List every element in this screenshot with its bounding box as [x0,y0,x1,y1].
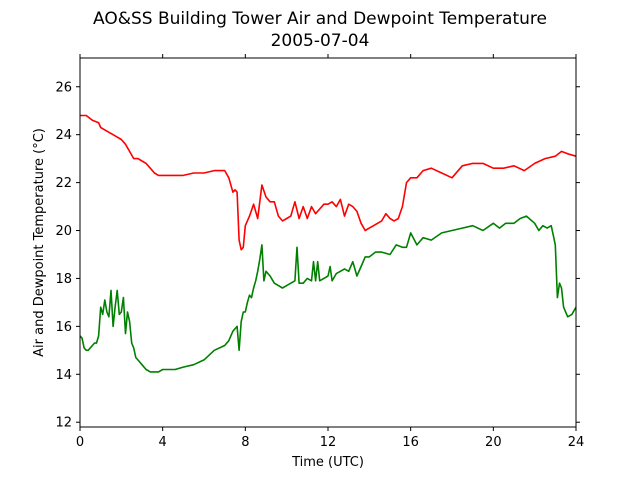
chart-title: AO&SS Building Tower Air and Dewpoint Te… [93,9,547,29]
x-tick-label: 24 [568,435,585,450]
y-tick-label: 14 [55,368,72,383]
x-tick-label: 16 [402,435,419,450]
y-tick-label: 24 [55,128,72,143]
y-tick-label: 16 [55,320,72,335]
x-tick-label: 8 [241,435,249,450]
air-temperature-line [80,114,577,251]
x-tick-label: 4 [159,435,167,450]
x-axis-label: Time (UTC) [291,455,364,470]
x-tick-label: 20 [485,435,502,450]
y-tick-label: 20 [55,224,72,239]
y-tick-label: 12 [55,416,72,431]
x-tick-label: 0 [76,435,84,450]
y-axis-label: Air and Dewpoint Temperature (°C) [32,128,47,357]
x-tick-label: 12 [320,435,337,450]
y-tick-label: 22 [55,176,72,191]
dewpoint-temperature-line [79,215,577,373]
y-tick-label: 18 [55,272,72,287]
chart-subtitle: 2005-07-04 [271,31,370,51]
y-tick-label: 26 [55,80,72,95]
